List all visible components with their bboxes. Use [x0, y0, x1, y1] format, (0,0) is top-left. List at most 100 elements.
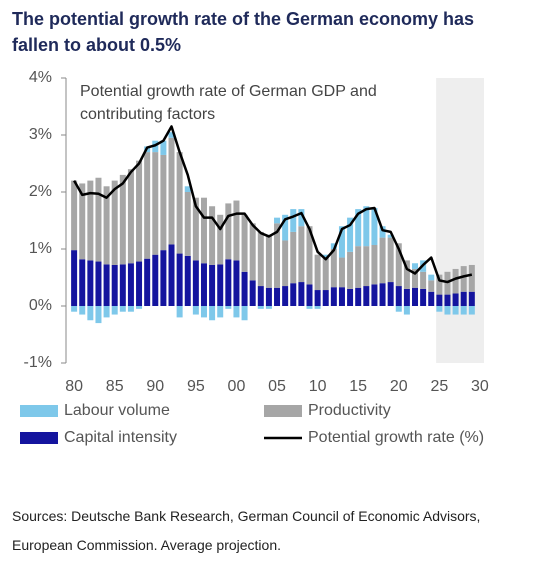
bar-segment — [355, 287, 362, 306]
bar-segment — [314, 254, 321, 291]
bar-segment — [290, 283, 297, 306]
bar-segment — [71, 306, 78, 312]
bar-segment — [111, 306, 118, 315]
bar-segment — [428, 291, 435, 306]
bar-segment — [184, 255, 191, 306]
bar-segment — [363, 246, 370, 287]
bar-segment — [241, 214, 248, 272]
bar-segment — [249, 223, 256, 281]
bar-segment — [395, 286, 402, 306]
bar-segment — [412, 287, 419, 306]
bar-segment — [314, 306, 321, 309]
bar-segment — [233, 306, 240, 318]
bar-segment — [168, 137, 175, 245]
bar-segment — [79, 306, 86, 315]
legend-label: Potential growth rate (%) — [308, 429, 484, 446]
bar-segment — [420, 271, 427, 289]
bar-segment — [71, 180, 78, 251]
x-tick-label: 00 — [228, 378, 246, 395]
bar-segment — [184, 186, 191, 192]
y-tick-label: 2% — [29, 183, 52, 200]
bar-segment — [428, 274, 435, 281]
bar-segment — [444, 294, 451, 306]
bar-segment — [436, 294, 443, 306]
bar-segment — [412, 263, 419, 269]
bar-segment — [168, 132, 175, 138]
bar-segment — [460, 291, 467, 306]
bar-segment — [282, 240, 289, 287]
bar-segment — [152, 152, 159, 255]
x-tick-label: 95 — [187, 378, 205, 395]
bar-segment — [363, 206, 370, 247]
bar-segment — [371, 245, 378, 285]
bar-segment — [436, 306, 443, 312]
sources: Sources: Deutsche Bank Research, German … — [12, 508, 481, 553]
bar-segment — [460, 306, 467, 315]
x-tick-label: 85 — [106, 378, 124, 395]
x-tick-label: 25 — [430, 378, 448, 395]
bar-segment — [87, 260, 94, 306]
bar-segment — [209, 206, 216, 265]
bar-segment — [95, 261, 102, 306]
bar-segment — [460, 266, 467, 292]
bar-segment — [274, 287, 281, 306]
bar-segment — [265, 234, 272, 288]
bar-segment — [144, 258, 151, 306]
bar-segment — [452, 293, 459, 306]
bar-segment — [468, 306, 475, 315]
bar-segment — [387, 282, 394, 306]
bar-segment — [387, 237, 394, 283]
bar-segment — [160, 154, 167, 251]
x-tick-label: 15 — [349, 378, 367, 395]
x-tick-label: 30 — [471, 378, 489, 395]
bar-segment — [330, 249, 337, 288]
bar-segment — [144, 152, 151, 259]
bar-segment — [95, 306, 102, 324]
chart-title: The potential growth rate of the German … — [12, 9, 475, 55]
bar-segment — [306, 226, 313, 285]
bar-segment — [355, 246, 362, 288]
bar-segment — [265, 287, 272, 306]
bar-segment — [184, 192, 191, 256]
x-tick-label: 80 — [65, 378, 83, 395]
bar-segment — [87, 306, 94, 321]
bar-segment — [192, 197, 199, 261]
bar-segment — [192, 260, 199, 306]
bar-segment — [338, 257, 345, 288]
bar-segment — [87, 180, 94, 261]
bar-segment — [387, 234, 394, 238]
bar-segment — [274, 223, 281, 288]
y-tick-label: 0% — [29, 297, 52, 314]
bar-segment — [290, 209, 297, 232]
annotation: Potential growth rate of German GDP and … — [80, 83, 377, 123]
bar-segment — [160, 140, 167, 155]
forecast-shading — [436, 78, 484, 363]
bar-segment — [95, 177, 102, 262]
bar-segment — [160, 250, 167, 306]
bar-segment — [330, 243, 337, 249]
bar-segment — [363, 286, 370, 306]
x-tick-label: 10 — [309, 378, 327, 395]
bar-segment — [468, 291, 475, 306]
bar-segment — [79, 183, 86, 260]
bar-segment — [79, 259, 86, 306]
bar-segment — [217, 214, 224, 265]
legend-swatch — [20, 405, 58, 417]
bar-segment — [306, 284, 313, 306]
bar-segment — [200, 263, 207, 306]
bar-segment — [217, 306, 224, 318]
bar-segment — [176, 306, 183, 318]
bar-segment — [395, 243, 402, 287]
bar-segment — [282, 214, 289, 241]
bar-segment — [274, 217, 281, 224]
bar-segment — [119, 174, 126, 265]
bar-segment — [136, 261, 143, 306]
x-tick-label: 90 — [146, 378, 164, 395]
bar-segment — [200, 306, 207, 318]
bar-segment — [338, 287, 345, 306]
bar-segment — [257, 286, 264, 306]
bar-segment — [111, 264, 118, 306]
bar-segment — [225, 203, 232, 260]
bar-segment — [347, 217, 354, 252]
bar-segment — [209, 306, 216, 321]
